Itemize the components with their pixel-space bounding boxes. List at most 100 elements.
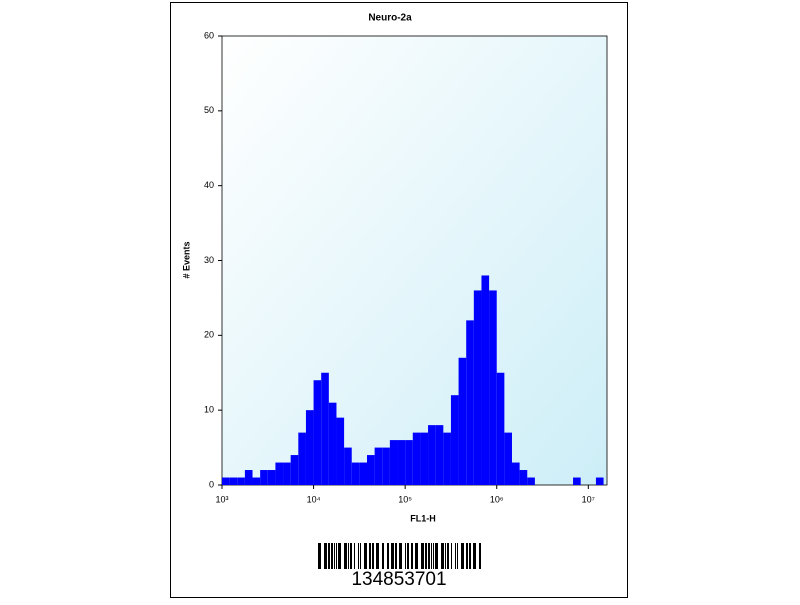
y-tick-label: 50 bbox=[204, 105, 214, 115]
bar bbox=[328, 402, 337, 485]
barcode-stripe bbox=[395, 543, 397, 569]
barcode-stripe bbox=[461, 543, 464, 569]
plot-area bbox=[221, 35, 608, 486]
bar bbox=[283, 462, 291, 485]
y-axis-label: # Events bbox=[181, 241, 191, 278]
barcode-stripe bbox=[350, 543, 352, 569]
barcode-stripe bbox=[358, 543, 359, 569]
barcode-stripe bbox=[391, 543, 394, 569]
bar bbox=[267, 470, 276, 485]
bar bbox=[466, 320, 474, 485]
y-tick-label: 0 bbox=[209, 479, 214, 489]
barcode-stripe bbox=[466, 543, 468, 569]
y-tick-label: 30 bbox=[204, 255, 214, 265]
barcode-stripe bbox=[433, 543, 434, 569]
bar bbox=[366, 455, 375, 485]
x-tick-label: 10⁶ bbox=[490, 494, 504, 504]
bar bbox=[481, 275, 490, 485]
barcode-stripe bbox=[376, 543, 379, 569]
bar bbox=[412, 432, 421, 485]
bar bbox=[595, 477, 604, 485]
y-tick-label: 10 bbox=[204, 405, 214, 415]
bar bbox=[435, 425, 444, 485]
bar bbox=[359, 462, 367, 485]
barcode-stripe bbox=[331, 543, 333, 569]
y-tick-label: 20 bbox=[204, 330, 214, 340]
barcode-stripe bbox=[447, 543, 449, 569]
barcode-stripe bbox=[360, 543, 361, 569]
bar bbox=[405, 440, 413, 485]
barcode-stripe bbox=[411, 543, 413, 569]
barcode-stripe bbox=[372, 543, 374, 569]
bar bbox=[397, 440, 406, 485]
barcode-stripe bbox=[421, 543, 424, 569]
bar bbox=[229, 477, 238, 485]
bar bbox=[260, 470, 268, 485]
bar bbox=[321, 372, 329, 485]
barcode-stripe bbox=[369, 543, 371, 569]
bar bbox=[237, 477, 245, 485]
bar bbox=[458, 357, 467, 485]
barcode-stripe bbox=[405, 543, 406, 569]
barcode-stripe bbox=[338, 543, 341, 569]
barcode-stripe bbox=[364, 543, 367, 569]
bar bbox=[511, 462, 520, 485]
barcode-stripe bbox=[407, 543, 409, 569]
bar bbox=[473, 290, 482, 485]
bar bbox=[420, 432, 429, 485]
bar bbox=[222, 477, 230, 485]
barcode-stripe bbox=[457, 543, 458, 569]
bar bbox=[389, 440, 398, 485]
bar bbox=[344, 447, 352, 485]
bar bbox=[496, 372, 505, 485]
bar bbox=[313, 380, 322, 485]
barcode-stripe bbox=[387, 543, 389, 569]
barcode-stripe bbox=[428, 543, 430, 569]
barcode-stripe bbox=[344, 543, 347, 569]
bar bbox=[573, 477, 581, 485]
bar bbox=[244, 470, 253, 485]
barcode-stripe bbox=[318, 543, 321, 569]
bar bbox=[290, 455, 299, 485]
barcode-stripe bbox=[479, 543, 481, 569]
barcode-number: 134853701 bbox=[351, 569, 446, 590]
x-tick-label: 10³ bbox=[215, 494, 228, 504]
barcode-stripe bbox=[334, 543, 335, 569]
barcode-stripe bbox=[469, 543, 471, 569]
bar bbox=[252, 477, 261, 485]
barcode-stripe bbox=[455, 543, 456, 569]
bar bbox=[443, 432, 451, 485]
bar bbox=[351, 462, 360, 485]
barcode-stripe bbox=[425, 543, 427, 569]
barcode-stripe bbox=[441, 543, 444, 569]
barcode-stripe bbox=[336, 543, 337, 569]
bar bbox=[374, 447, 383, 485]
barcode-stripe bbox=[399, 543, 402, 569]
barcode-stripe bbox=[473, 543, 476, 569]
bar bbox=[519, 470, 528, 485]
bar bbox=[489, 290, 497, 485]
bar bbox=[428, 425, 436, 485]
barcode-stripe bbox=[435, 543, 438, 569]
barcode-stripe bbox=[415, 543, 418, 569]
barcode-stripe bbox=[348, 543, 349, 569]
barcode-stripe bbox=[354, 543, 355, 569]
chart-title: Neuro-2a bbox=[368, 13, 412, 24]
barcode-stripe bbox=[328, 543, 330, 569]
bar bbox=[275, 462, 284, 485]
barcode-stripe bbox=[451, 543, 452, 569]
bar bbox=[504, 432, 512, 485]
barcode bbox=[318, 543, 481, 569]
barcode-stripe bbox=[324, 543, 327, 569]
bar bbox=[450, 395, 459, 485]
y-tick-label: 60 bbox=[204, 30, 214, 40]
x-tick-label: 10⁵ bbox=[398, 494, 412, 504]
x-tick-label: 10⁷ bbox=[582, 494, 595, 504]
bar bbox=[305, 410, 314, 485]
barcode-stripe bbox=[382, 543, 384, 569]
y-tick-label: 40 bbox=[204, 180, 214, 190]
bar bbox=[298, 432, 306, 485]
bar bbox=[382, 447, 390, 485]
x-tick-label: 10⁴ bbox=[307, 494, 321, 504]
